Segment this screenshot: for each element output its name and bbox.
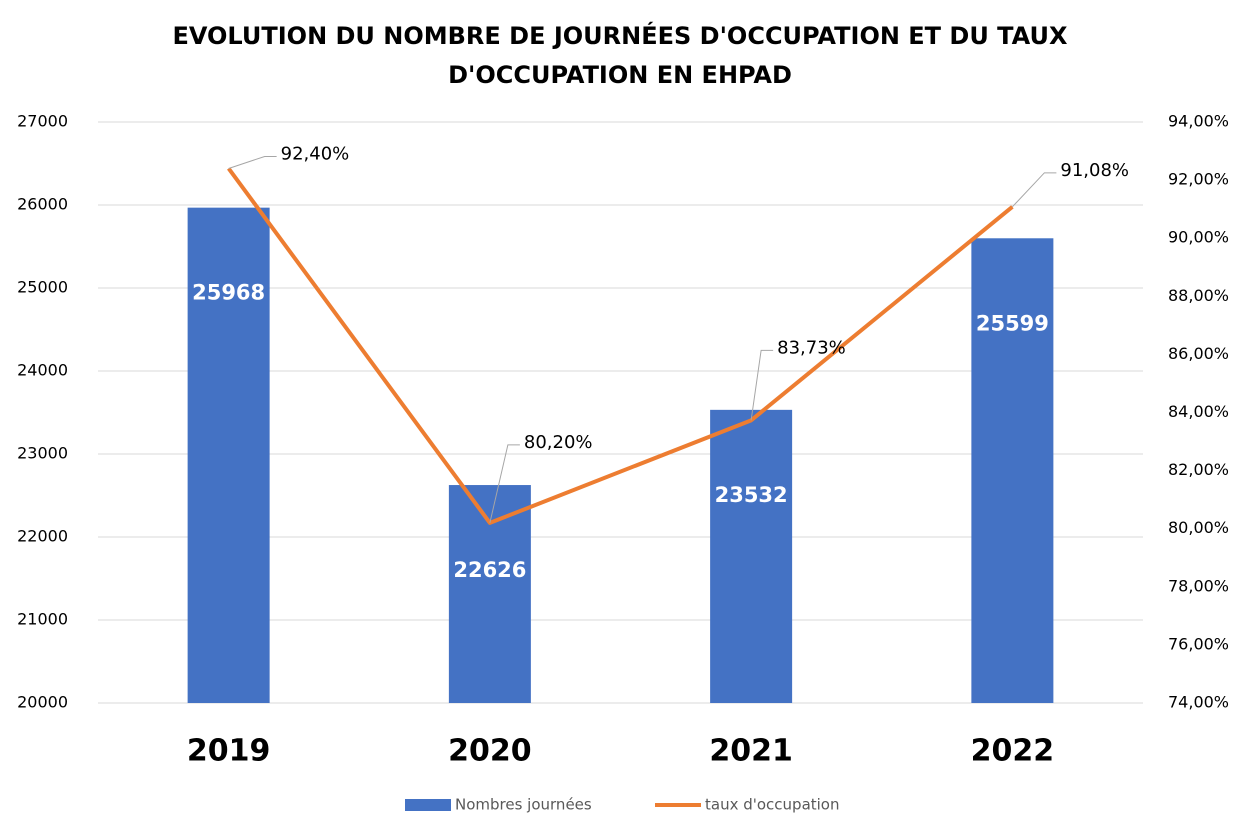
y-tick-label: 24000 [17,361,68,380]
y2-tick-label: 86,00% [1168,344,1229,363]
bar [187,207,270,703]
y2-tick-label: 80,00% [1168,518,1229,537]
x-tick-label: 2022 [971,734,1055,769]
leader-line [750,349,774,421]
y-tick-label: 25000 [17,278,68,297]
y2-tick-label: 88,00% [1168,286,1229,305]
y2-tick-label: 82,00% [1168,460,1229,479]
legend-swatch [405,799,451,811]
leader-line [489,444,520,524]
bar-label: 22626 [453,558,526,582]
bar-label: 25599 [976,311,1049,335]
x-tick-label: 2019 [187,734,271,769]
bar [710,409,793,703]
y2-tick-label: 94,00% [1168,112,1229,131]
line-label: 91,08% [1060,160,1129,181]
y-tick-label: 26000 [17,195,68,214]
bar [448,485,531,703]
y-tick-label: 22000 [17,527,68,546]
leader-line [1012,172,1057,208]
y2-tick-label: 92,00% [1168,170,1229,189]
line-label: 92,40% [281,143,350,164]
y-tick-label: 27000 [17,112,68,131]
legend-label: taux d'occupation [705,796,840,814]
chart-title: EVOLUTION DU NOMBRE DE JOURNÉES D'OCCUPA… [172,21,1068,50]
x-tick-label: 2021 [709,734,793,769]
y-tick-label: 21000 [17,610,68,629]
line-label: 80,20% [524,432,593,453]
line [227,167,1014,525]
y2-tick-label: 84,00% [1168,402,1229,421]
line-label: 83,73% [777,337,846,358]
bar-label: 25968 [192,281,265,305]
chart-title: D'OCCUPATION EN EHPAD [448,61,792,89]
y2-tick-label: 76,00% [1168,634,1229,653]
bar-label: 23532 [715,483,788,507]
leader-line [228,155,277,169]
y-tick-label: 20000 [17,693,68,712]
y2-tick-label: 74,00% [1168,693,1229,712]
y2-tick-label: 90,00% [1168,228,1229,247]
y2-tick-label: 78,00% [1168,576,1229,595]
bar [971,238,1054,703]
legend-label: Nombres journées [455,796,592,814]
y-tick-label: 23000 [17,444,68,463]
x-tick-label: 2020 [448,734,532,769]
